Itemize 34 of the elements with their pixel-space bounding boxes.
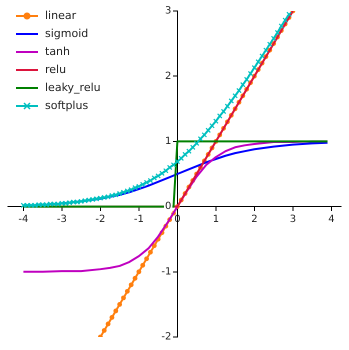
legend-label: leaky_relu — [45, 80, 101, 94]
y-tick-label: -2 — [161, 332, 172, 343]
x-tick-label: 3 — [290, 214, 296, 226]
y-tick-label: -1 — [161, 266, 172, 278]
point — [144, 256, 149, 262]
legend-label: softplus — [45, 98, 88, 112]
point — [132, 276, 138, 281]
point — [121, 295, 126, 300]
point — [102, 328, 107, 333]
point — [117, 302, 122, 307]
legend-label: sigmoid — [45, 26, 88, 40]
x-tick-label: -2 — [95, 214, 106, 226]
legend-label: relu — [45, 62, 66, 76]
legend-label: tanh — [45, 44, 70, 58]
point — [128, 282, 134, 288]
legend-label: linear — [45, 8, 77, 22]
x-tick-label: 1 — [212, 214, 220, 226]
point — [106, 322, 110, 326]
point — [152, 243, 157, 248]
y-tick-label: 3 — [165, 6, 172, 17]
x-tick-label: -3 — [56, 214, 67, 226]
point — [136, 269, 142, 274]
x-tick-label: 2 — [251, 214, 258, 226]
point — [124, 288, 130, 294]
point — [140, 262, 146, 268]
x-tick-label: 4 — [328, 214, 335, 226]
point — [113, 308, 118, 314]
x-tick-label: -4 — [18, 214, 28, 226]
x-tick-label: -1 — [134, 214, 144, 226]
point — [148, 250, 153, 255]
y-tick-label: 2 — [165, 70, 172, 82]
y-tick-label: 0 — [165, 201, 172, 212]
y-tick-label: 1 — [165, 136, 172, 147]
point — [110, 315, 114, 320]
